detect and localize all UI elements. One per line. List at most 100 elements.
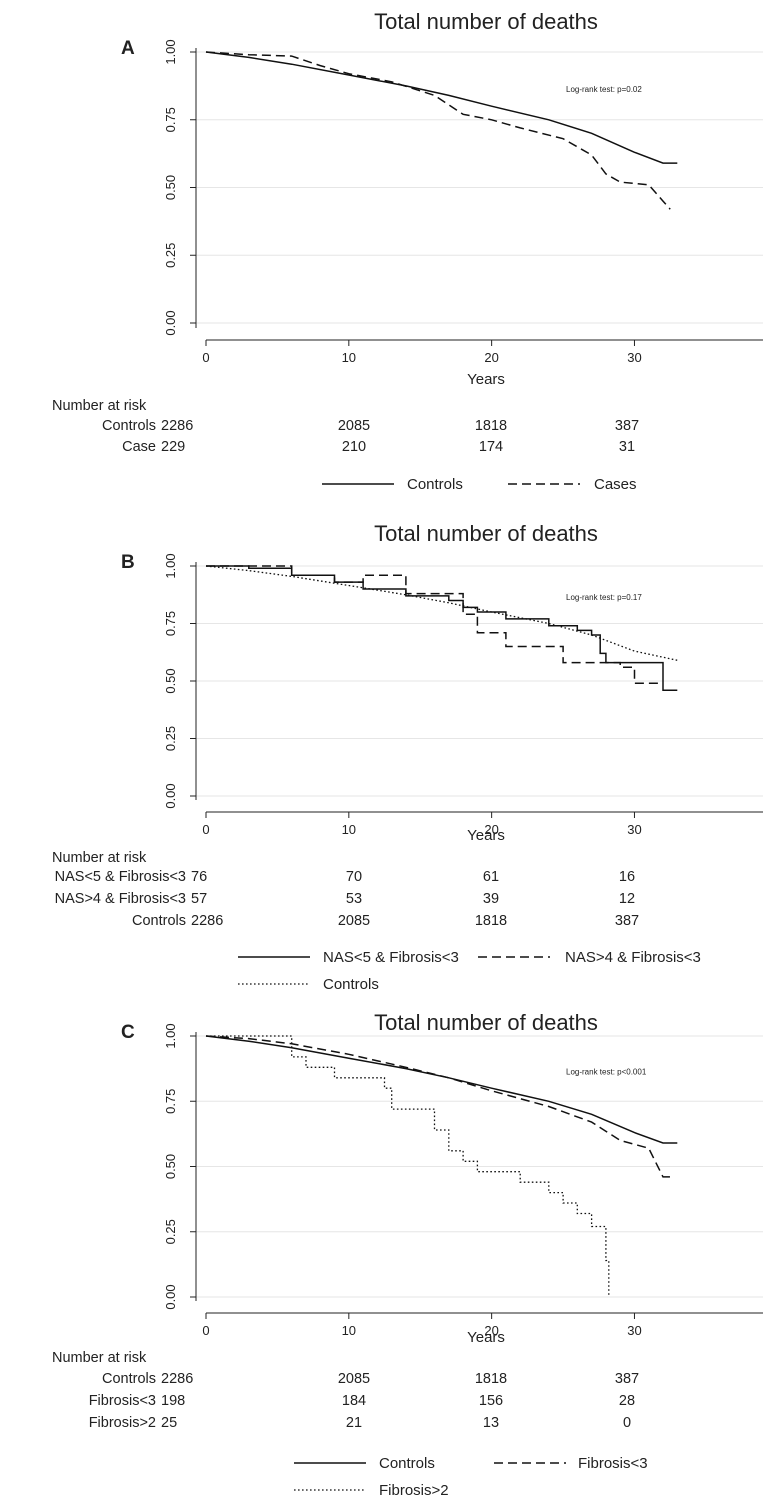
x-tick-label: 20 <box>484 822 498 837</box>
risk-row-label: Controls <box>102 1371 156 1387</box>
y-tick-label: 0.75 <box>163 1089 178 1114</box>
panel-letter: C <box>121 1022 135 1043</box>
risk-value: 0 <box>623 1415 631 1431</box>
risk-value: 76 <box>191 869 207 885</box>
risk-value: 156 <box>479 1393 503 1409</box>
risk-value: 1818 <box>475 1371 507 1387</box>
x-tick-label: 30 <box>627 350 641 365</box>
risk-value: 387 <box>615 418 639 434</box>
series-line-nas-4-fibrosis-3 <box>206 565 663 685</box>
risk-value: 1818 <box>475 913 507 929</box>
logrank-annotation: Log-rank test: p=0.17 <box>566 593 642 602</box>
risk-row-label: NAS<5 & Fibrosis<3 <box>55 869 186 885</box>
panel-c: Total number of deaths C 0.00 0.25 0.50 0.75 1… <box>52 1010 763 1499</box>
y-tick-label: 0.00 <box>163 783 178 808</box>
x-tick-label: 0 <box>202 822 209 837</box>
x-axis-label: Years <box>467 1329 505 1346</box>
risk-value: 229 <box>161 439 185 455</box>
series-line-nas-5-fibrosis-3 <box>206 565 678 691</box>
y-tick-label: 0.25 <box>163 726 178 751</box>
logrank-annotation: Log-rank test: p=0.02 <box>566 85 642 94</box>
x-tick-label: 0 <box>202 350 209 365</box>
risk-value: 28 <box>619 1393 635 1409</box>
legend-label: Controls <box>407 476 463 493</box>
x-tick-label: 20 <box>484 1323 498 1338</box>
y-tick-label: 1.00 <box>163 1023 178 1048</box>
x-axis-label: Years <box>467 371 505 388</box>
legend-label: Fibrosis<3 <box>578 1455 648 1472</box>
risk-value: 387 <box>615 1371 639 1387</box>
risk-row-label: Controls <box>132 913 186 929</box>
x-tick-label: 30 <box>627 1323 641 1338</box>
risk-table-title: Number at risk <box>52 1350 147 1366</box>
risk-value: 174 <box>479 439 503 455</box>
y-tick-label: 0.75 <box>163 107 178 132</box>
y-tick-label: 0.25 <box>163 1219 178 1244</box>
series-line-controls <box>205 565 678 661</box>
legend-label: Cases <box>594 476 637 493</box>
risk-value: 25 <box>161 1415 177 1431</box>
panel-letter: B <box>121 552 135 573</box>
risk-value: 13 <box>483 1415 499 1431</box>
risk-value: 184 <box>342 1393 366 1409</box>
y-tick-label: 0.50 <box>163 1154 178 1179</box>
risk-value: 198 <box>161 1393 185 1409</box>
risk-value: 12 <box>619 891 635 907</box>
risk-table-title: Number at risk <box>52 850 147 866</box>
risk-value: 2286 <box>161 1371 193 1387</box>
y-tick-label: 0.25 <box>163 243 178 268</box>
risk-value: 53 <box>346 891 362 907</box>
x-tick-label: 10 <box>342 350 356 365</box>
y-tick-label: 1.00 <box>163 39 178 64</box>
risk-value: 2085 <box>338 1371 370 1387</box>
x-tick-label: 30 <box>627 822 641 837</box>
risk-value: 210 <box>342 439 366 455</box>
series-line-cases <box>205 51 671 210</box>
legend-label: Controls <box>379 1455 435 1472</box>
risk-value: 39 <box>483 891 499 907</box>
risk-value: 61 <box>483 869 499 885</box>
x-tick-label: 0 <box>202 1323 209 1338</box>
risk-value: 2286 <box>161 418 193 434</box>
risk-row-label: Case <box>122 439 156 455</box>
chart-title: Total number of deaths <box>374 9 598 34</box>
legend-label: Fibrosis>2 <box>379 1482 449 1499</box>
chart-title: Total number of deaths <box>374 1010 598 1035</box>
series-line-controls <box>205 51 678 164</box>
risk-value: 70 <box>346 869 362 885</box>
y-tick-label: 0.50 <box>163 175 178 200</box>
chart-title: Total number of deaths <box>374 521 598 546</box>
series-line-controls <box>205 1035 678 1144</box>
risk-value: 1818 <box>475 418 507 434</box>
risk-value: 57 <box>191 891 207 907</box>
risk-value: 16 <box>619 869 635 885</box>
risk-value: 2085 <box>338 913 370 929</box>
x-tick-label: 20 <box>484 350 498 365</box>
risk-value: 387 <box>615 913 639 929</box>
series-line-fibrosis-2 <box>206 1035 610 1297</box>
panel-a: Total number of deaths A 0.00 0.25 0.50 0.75 1… <box>52 9 763 493</box>
x-axis-label: Years <box>467 827 505 844</box>
x-tick-label: 10 <box>342 822 356 837</box>
logrank-annotation: Log-rank test: p<0.001 <box>566 1068 647 1077</box>
risk-value: 31 <box>619 439 635 455</box>
series-line-fibrosis-3 <box>205 1035 671 1178</box>
y-tick-label: 0.50 <box>163 668 178 693</box>
y-tick-label: 0.00 <box>163 310 178 335</box>
panel-letter: A <box>121 38 135 59</box>
risk-value: 2286 <box>191 913 223 929</box>
y-tick-label: 0.75 <box>163 611 178 636</box>
risk-row-label: Fibrosis<3 <box>89 1393 156 1409</box>
risk-value: 2085 <box>338 418 370 434</box>
risk-value: 21 <box>346 1415 362 1431</box>
y-tick-label: 1.00 <box>163 553 178 578</box>
y-tick-label: 0.00 <box>163 1284 178 1309</box>
risk-row-label: Fibrosis>2 <box>89 1415 156 1431</box>
risk-row-label: Controls <box>102 418 156 434</box>
risk-row-label: NAS>4 & Fibrosis<3 <box>55 891 186 907</box>
panel-b: Total number of deaths B 0.00 0.25 0.50 0.75 1… <box>52 521 763 993</box>
legend-label: NAS<5 & Fibrosis<3 <box>323 949 459 966</box>
legend-label: NAS>4 & Fibrosis<3 <box>565 949 701 966</box>
x-tick-label: 10 <box>342 1323 356 1338</box>
